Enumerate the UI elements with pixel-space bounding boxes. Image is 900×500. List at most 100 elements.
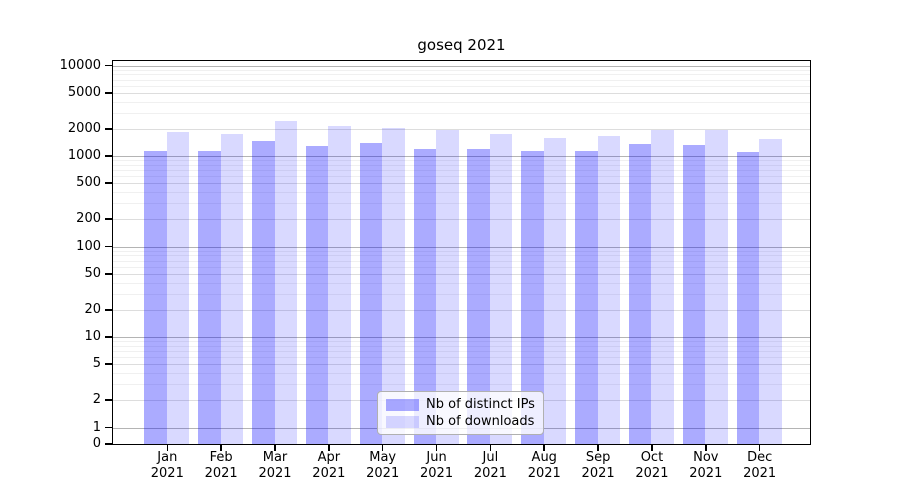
- y-tick-10000: [105, 64, 112, 67]
- x-tick-sep: [597, 445, 599, 451]
- x-tick-oct: [651, 445, 653, 451]
- bar-ips-oct: [628, 144, 652, 444]
- y-tick-10: [105, 336, 112, 338]
- y-tick-label-1: 1: [92, 419, 101, 435]
- gridline-9: [113, 341, 810, 343]
- y-tick-label-500: 500: [76, 175, 101, 191]
- gridline-4: [113, 373, 810, 374]
- gridline-300: [113, 203, 810, 205]
- y-tick-0: [105, 443, 112, 445]
- y-tick-label-2: 2: [92, 392, 101, 408]
- x-tick-dec: [758, 445, 761, 451]
- gridline-10000: [113, 65, 810, 67]
- bar-downloads-dec: [759, 138, 782, 444]
- bar-ips-mar: [252, 141, 275, 444]
- gridline-40: [113, 282, 810, 284]
- plot-area: [112, 60, 811, 445]
- gridline-3: [113, 384, 810, 386]
- x-tick-label-jul: Jul 2021: [473, 450, 507, 481]
- y-tick-1000: [105, 155, 112, 157]
- gridline-700: [113, 170, 810, 172]
- x-tick-nov: [705, 445, 707, 451]
- gridline-3000: [113, 112, 810, 114]
- y-tick-500: [105, 182, 112, 185]
- bar-ips-jun: [413, 148, 437, 444]
- x-tick-label-jun: Jun 2021: [420, 450, 454, 481]
- legend: Nb of distinct IPs Nb of downloads: [377, 391, 544, 435]
- y-tick-label-50: 50: [84, 265, 101, 281]
- bar-downloads-apr: [328, 126, 351, 444]
- gridline-90: [113, 250, 810, 252]
- gridline-200: [113, 219, 810, 221]
- bar-ips-jul: [467, 148, 490, 444]
- bar-downloads-sep: [597, 135, 621, 444]
- y-tick-1: [105, 426, 112, 429]
- x-tick-jun: [435, 445, 438, 451]
- bar-ips-aug: [521, 151, 544, 444]
- x-tick-label-jan: Jan 2021: [150, 450, 184, 481]
- chart-title: goseq 2021: [417, 36, 506, 54]
- x-tick-feb: [220, 445, 222, 451]
- legend-label-distinct-ips: Nb of distinct IPs: [426, 397, 535, 412]
- x-tick-aug: [543, 445, 546, 451]
- gridline-6000: [113, 85, 810, 87]
- x-tick-label-apr: Apr 2021: [312, 450, 346, 481]
- gridline-400: [113, 192, 810, 193]
- x-tick-label-oct: Oct 2021: [635, 450, 669, 481]
- gridline-8000: [113, 74, 810, 76]
- x-tick-label-dec: Dec 2021: [743, 450, 777, 481]
- bar-downloads-nov: [705, 129, 728, 444]
- bar-ips-dec: [736, 151, 760, 444]
- gridline-10: [113, 337, 810, 338]
- y-tick-label-5: 5: [92, 356, 101, 372]
- x-tick-mar: [274, 445, 276, 451]
- x-tick-label-mar: Mar 2021: [258, 450, 292, 481]
- bar-downloads-jul: [489, 133, 513, 444]
- bar-downloads-mar: [274, 120, 297, 444]
- bar-ips-feb: [198, 151, 221, 444]
- y-tick-label-200: 200: [76, 211, 101, 227]
- gridline-8: [113, 345, 810, 347]
- legend-row-distinct-ips: Nb of distinct IPs: [386, 397, 535, 412]
- gridline-500: [113, 183, 810, 185]
- y-tick-label-100: 100: [76, 238, 101, 254]
- gridline-80: [113, 255, 810, 257]
- x-tick-label-may: May 2021: [366, 450, 400, 481]
- gridline-70: [113, 260, 810, 262]
- bar-downloads-jun: [436, 129, 459, 444]
- y-tick-2000: [105, 127, 112, 130]
- x-tick-may: [381, 445, 384, 451]
- gridline-4000: [113, 101, 810, 103]
- x-tick-apr: [328, 445, 330, 451]
- bar-ips-jan: [144, 150, 167, 444]
- bar-downloads-may: [382, 127, 405, 444]
- gridline-30: [113, 293, 810, 295]
- gridline-5: [113, 364, 810, 366]
- gridline-50: [113, 273, 810, 275]
- gridline-60: [113, 266, 810, 268]
- gridline-7: [113, 351, 810, 353]
- gridline-9000: [113, 69, 810, 71]
- x-tick-jul: [489, 445, 492, 451]
- bar-ips-nov: [682, 145, 706, 444]
- legend-swatch-distinct-ips: [386, 398, 419, 411]
- gridline-800: [113, 164, 810, 166]
- legend-row-downloads: Nb of downloads: [386, 414, 535, 429]
- y-tick-label-2000: 2000: [67, 120, 101, 136]
- y-tick-label-10000: 10000: [59, 57, 101, 73]
- y-tick-label-10: 10: [84, 329, 101, 344]
- y-tick-5000: [105, 91, 112, 94]
- legend-label-downloads: Nb of downloads: [426, 414, 535, 429]
- x-tick-label-feb: Feb 2021: [204, 450, 238, 481]
- y-tick-label-5000: 5000: [67, 84, 101, 100]
- legend-swatch-downloads: [386, 415, 419, 428]
- y-tick-5: [105, 363, 112, 366]
- y-tick-label-0: 0: [92, 436, 101, 451]
- y-tick-100: [105, 245, 112, 248]
- bar-downloads-aug: [543, 138, 567, 444]
- gridline-6: [113, 357, 810, 359]
- gridline-1000: [113, 156, 810, 157]
- gridline-2000: [113, 128, 810, 130]
- x-tick-label-nov: Nov 2021: [689, 450, 723, 481]
